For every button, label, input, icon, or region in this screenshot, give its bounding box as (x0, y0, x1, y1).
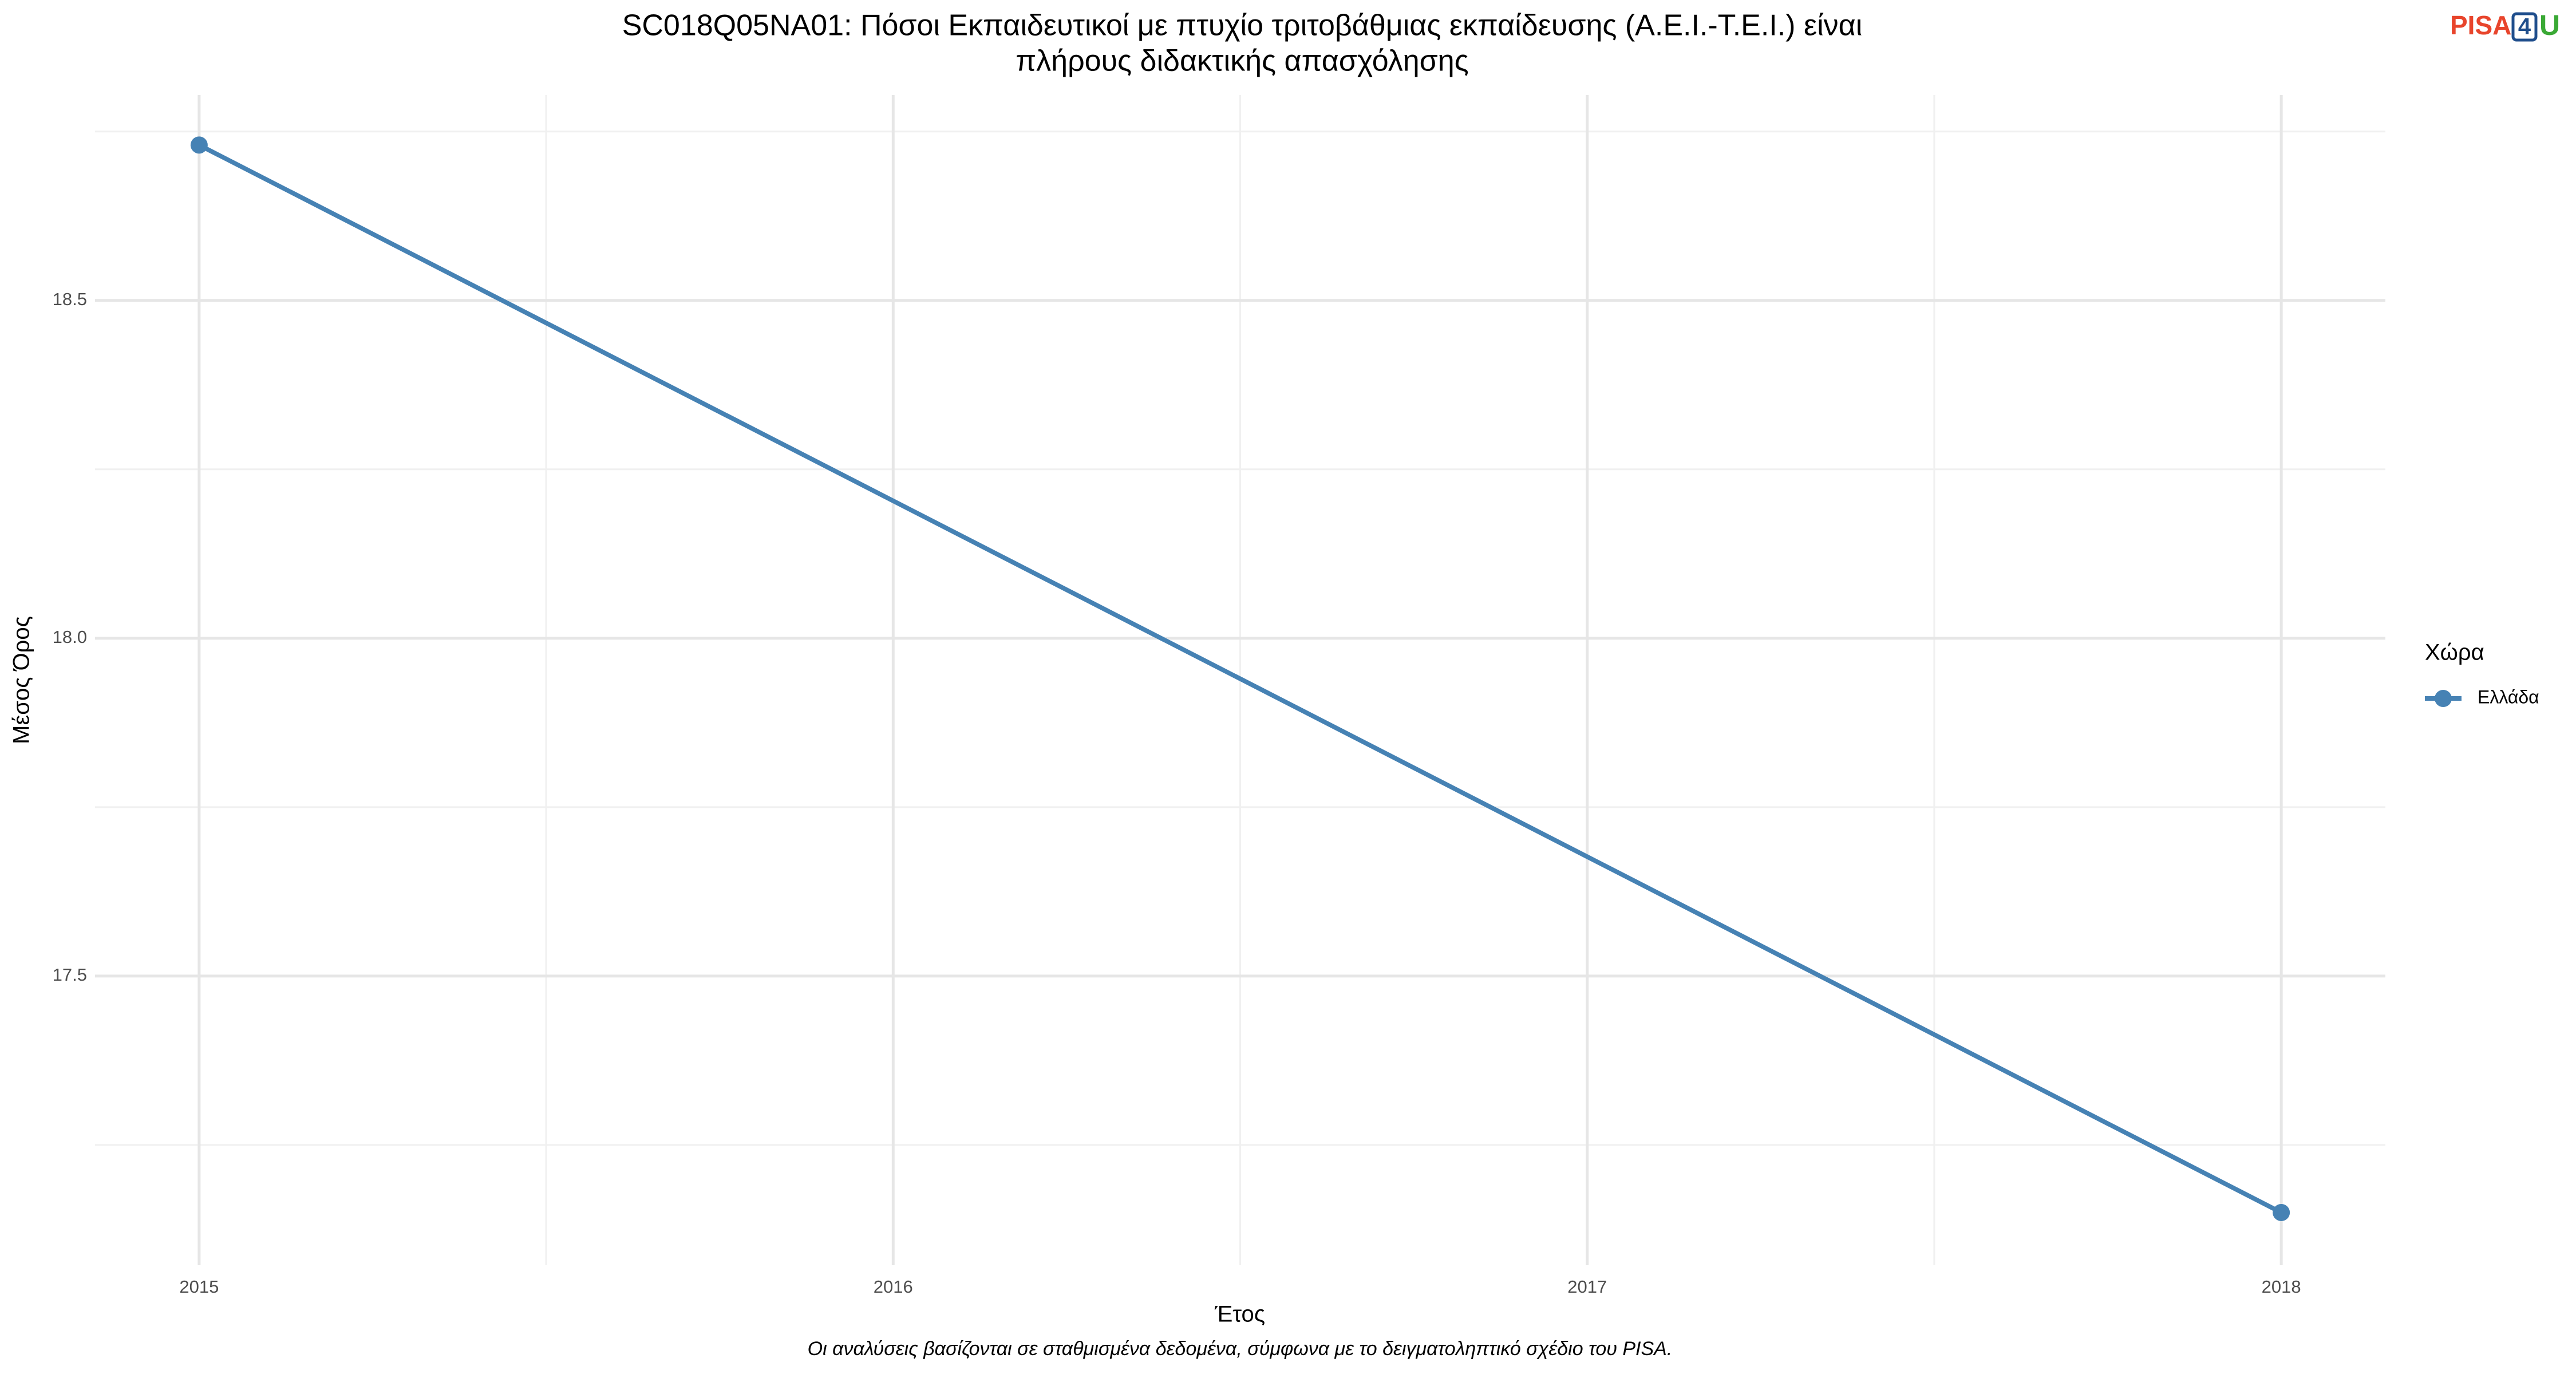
x-axis-title: Έτος (1214, 1302, 1265, 1327)
caption: Οι αναλύσεις βασίζονται σε σταθμισμένα δ… (808, 1338, 1673, 1360)
x-tick-label: 2017 (1567, 1277, 1607, 1297)
y-tick-label: 18.5 (53, 289, 87, 309)
legend-title: Χώρα (2425, 640, 2484, 665)
chart-title: πλήρους διδακτικής απασχόλησης (1016, 45, 1468, 78)
y-tick-label: 17.5 (53, 965, 87, 985)
logo-text: U (2539, 9, 2560, 41)
logo-box (2511, 12, 2538, 42)
logo: PISA 4 U (2450, 9, 2560, 42)
legend-label: Ελλάδα (2478, 686, 2539, 707)
x-tick-label: 2015 (179, 1277, 219, 1297)
x-tick-label: 2018 (2262, 1277, 2301, 1297)
y-tick-label: 18.0 (53, 627, 87, 647)
line (198, 143, 2282, 1215)
logo-text: 4 (2518, 14, 2531, 40)
x-tick-label: 2016 (874, 1277, 913, 1297)
logo-text: PISA (2450, 10, 2511, 40)
legend-point (2435, 690, 2452, 707)
y-axis-title: Μέσος Όρος (9, 616, 34, 744)
grid (95, 95, 2385, 1265)
chart-title: SC018Q05NA01: Πόσοι Εκπαιδευτικοί με πτυ… (622, 9, 1863, 42)
point (2273, 1203, 2290, 1221)
point (190, 136, 208, 154)
